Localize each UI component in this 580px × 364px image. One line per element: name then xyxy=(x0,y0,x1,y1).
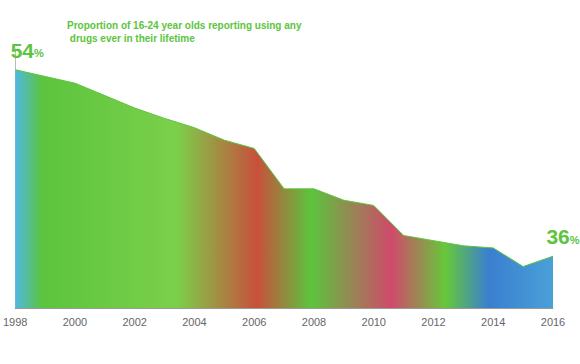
svg-text:2016: 2016 xyxy=(541,316,565,328)
svg-text:Proportion of 16-24 year olds: Proportion of 16-24 year olds reporting … xyxy=(67,20,302,31)
svg-text:drugs ever in their lifetime: drugs ever in their lifetime xyxy=(67,33,195,44)
svg-text:1998: 1998 xyxy=(3,316,27,328)
svg-text:2002: 2002 xyxy=(122,316,146,328)
svg-text:2014: 2014 xyxy=(481,316,505,328)
svg-text:2008: 2008 xyxy=(302,316,326,328)
svg-text:2010: 2010 xyxy=(362,316,386,328)
svg-text:2012: 2012 xyxy=(421,316,445,328)
svg-text:2004: 2004 xyxy=(182,316,206,328)
svg-text:36: 36 xyxy=(546,225,569,248)
svg-text:2006: 2006 xyxy=(242,316,266,328)
svg-text:%: % xyxy=(570,234,580,246)
svg-text:2000: 2000 xyxy=(63,316,87,328)
svg-text:54: 54 xyxy=(11,39,35,62)
svg-text:%: % xyxy=(34,47,44,59)
